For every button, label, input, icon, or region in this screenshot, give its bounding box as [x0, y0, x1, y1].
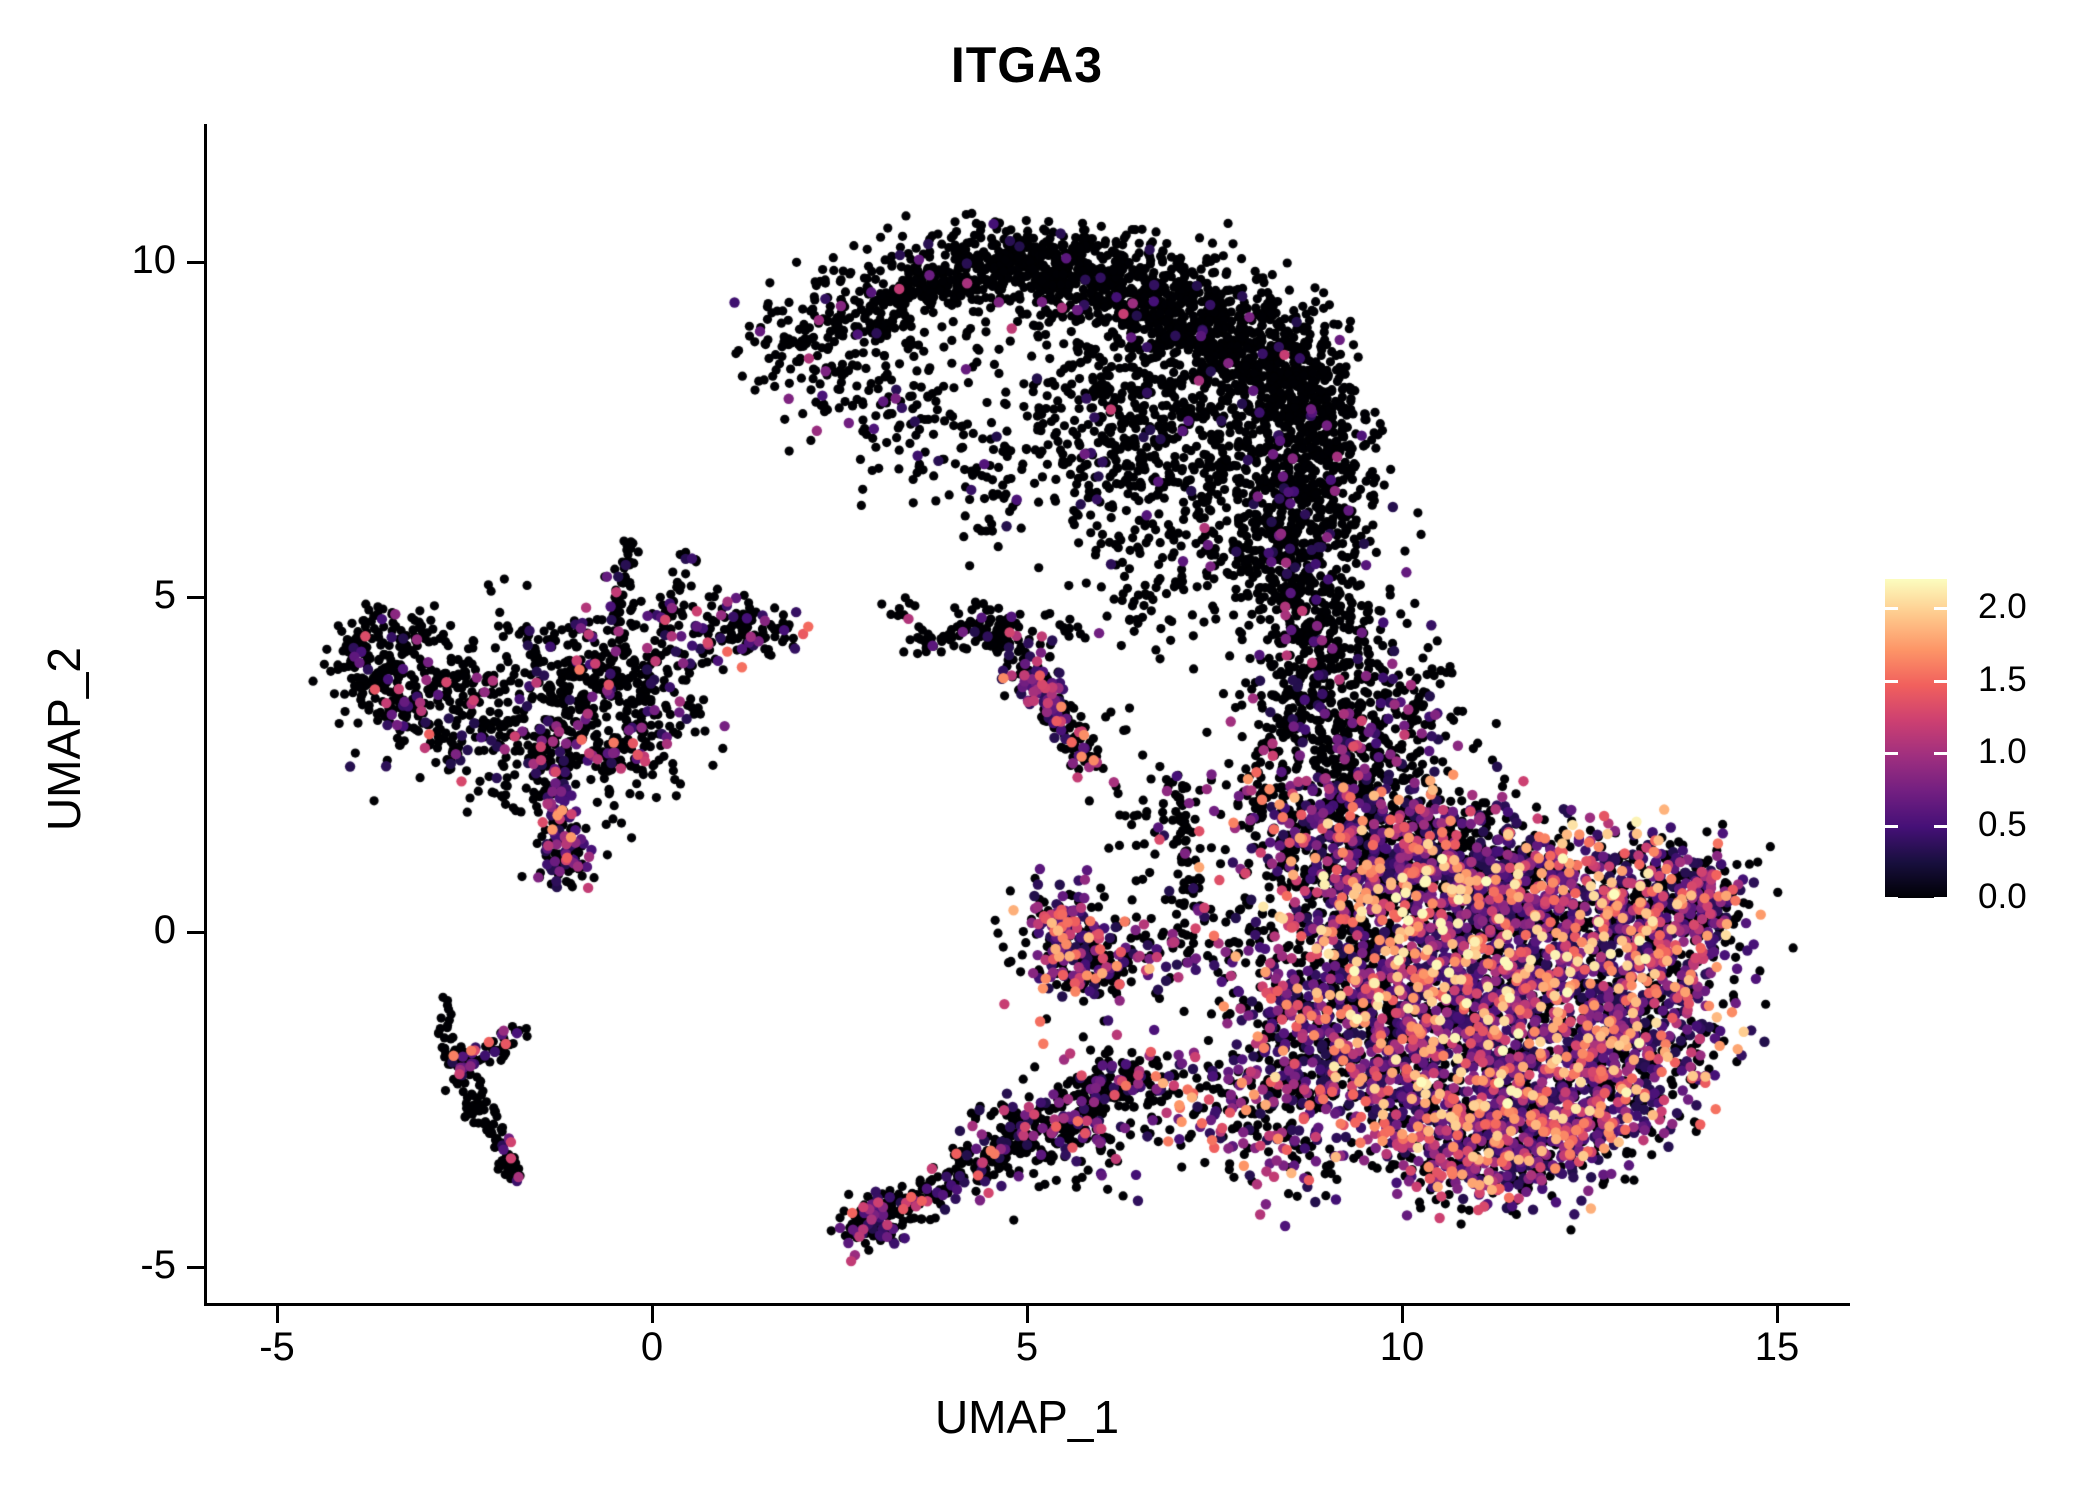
y-tick-label: -5	[140, 1243, 176, 1287]
colorbar-tick-mark	[1934, 824, 1947, 828]
y-tick-label: 0	[153, 908, 176, 952]
colorbar-tick-label: 0.0	[1978, 877, 2027, 916]
x-tick-mark	[1776, 1306, 1779, 1323]
umap-scatter-canvas	[206, 124, 1848, 1304]
colorbar-tick-label: 1.0	[1978, 732, 2027, 771]
y-tick-mark	[187, 1266, 204, 1269]
x-axis-title: UMAP_1	[934, 1391, 1120, 1443]
y-tick-label: 5	[153, 573, 176, 617]
colorbar-tick-mark	[1885, 824, 1898, 828]
y-axis-line	[204, 124, 207, 1306]
x-tick-label: -5	[259, 1325, 295, 1369]
x-tick-label: 0	[640, 1325, 664, 1369]
y-axis-title: UMAP_2	[38, 646, 90, 832]
x-tick-mark	[1026, 1306, 1029, 1323]
colorbar-tick-mark	[1885, 607, 1898, 610]
colorbar-tick-mark	[1885, 897, 1898, 900]
colorbar-tick-label: 0.5	[1978, 804, 2027, 844]
colorbar-tick-mark	[1934, 679, 1947, 683]
x-tick-mark	[276, 1306, 279, 1323]
chart-title: ITGA3	[950, 37, 1104, 93]
x-tick-label: 5	[1015, 1325, 1039, 1369]
x-tick-label: 10	[1379, 1325, 1425, 1369]
x-tick-mark	[651, 1306, 654, 1323]
colorbar-tick-label: 2.0	[1978, 587, 2027, 626]
x-tick-label: 15	[1754, 1325, 1800, 1369]
y-tick-label: 10	[131, 238, 177, 282]
colorbar-tick-mark	[1934, 897, 1947, 900]
x-axis-line	[204, 1303, 1850, 1306]
expression-colorbar	[1885, 579, 1947, 898]
colorbar-tick-mark	[1885, 752, 1898, 755]
colorbar-tick-mark	[1934, 607, 1947, 610]
colorbar-tick-label: 1.5	[1978, 659, 2027, 699]
y-tick-mark	[187, 931, 204, 934]
x-tick-mark	[1401, 1306, 1404, 1323]
colorbar-tick-mark	[1885, 679, 1898, 683]
y-tick-mark	[187, 261, 204, 264]
colorbar-tick-mark	[1934, 752, 1947, 755]
y-tick-mark	[187, 596, 204, 599]
